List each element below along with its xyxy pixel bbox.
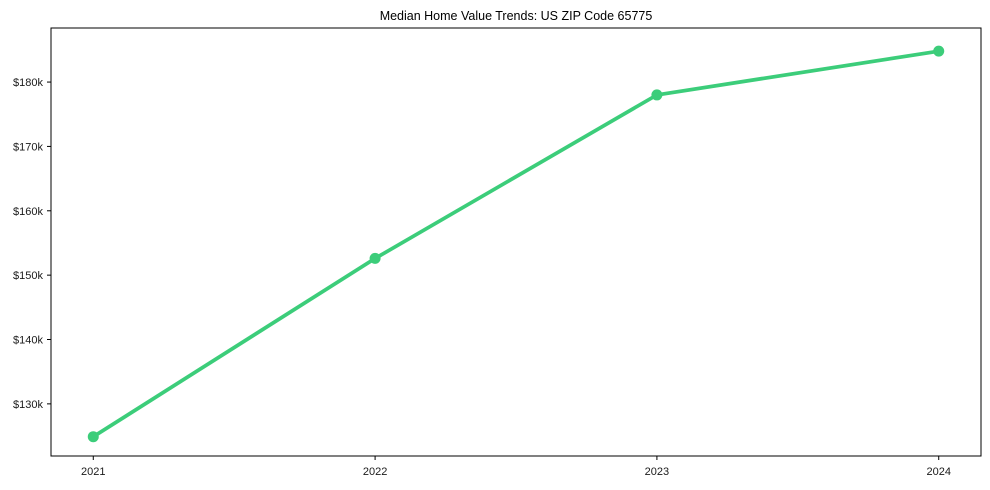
y-axis-tick-label: $140k	[13, 335, 43, 347]
y-axis-tick-label: $160k	[13, 206, 43, 218]
data-point-2023	[651, 89, 663, 101]
chart-title: Median Home Value Trends: US ZIP Code 65…	[380, 9, 653, 23]
axes: $130k $140k $150k $160k $170k $180k 2021 2022 20…	[13, 27, 982, 478]
x-axis-tick-label: 2022	[363, 466, 387, 478]
y-axis-tick-label: $150k	[13, 270, 43, 282]
data-point-2021	[87, 431, 99, 443]
plot-border	[50, 27, 982, 457]
y-axis-tick-label: $180k	[13, 77, 43, 89]
x-axis-tick-label: 2024	[926, 466, 950, 478]
series-group	[87, 45, 945, 443]
x-axis-tick-label: 2021	[81, 466, 105, 478]
y-axis-tick-label: $130k	[13, 399, 43, 411]
y-axis-tick-label: $170k	[13, 141, 43, 153]
data-point-2024	[933, 45, 945, 57]
trend-line	[91, 49, 941, 439]
x-axis-tick-label: 2023	[645, 466, 669, 478]
data-point-2022	[369, 252, 381, 264]
